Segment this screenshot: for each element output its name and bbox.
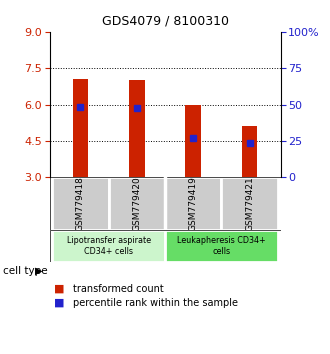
Text: Lipotransfer aspirate
CD34+ cells: Lipotransfer aspirate CD34+ cells [67,236,151,257]
Bar [129,80,145,177]
Text: GSM779419: GSM779419 [189,176,198,231]
Bar [109,177,165,230]
Text: Leukapheresis CD34+
cells: Leukapheresis CD34+ cells [177,236,266,257]
Text: ▶: ▶ [35,266,42,276]
Text: GSM779420: GSM779420 [132,176,141,231]
Bar [165,230,278,262]
Title: GDS4079 / 8100310: GDS4079 / 8100310 [102,15,228,28]
Text: percentile rank within the sample: percentile rank within the sample [73,298,238,308]
Text: GSM779421: GSM779421 [245,176,254,231]
Bar [52,230,165,262]
Bar [242,126,257,177]
Text: transformed count: transformed count [73,284,163,293]
Text: GSM779418: GSM779418 [76,176,85,231]
Text: cell type: cell type [3,266,48,276]
Bar [73,79,88,177]
Bar [165,177,221,230]
Text: ■: ■ [54,284,65,293]
Bar [52,177,109,230]
Bar [221,177,278,230]
Bar [185,104,201,177]
Text: ■: ■ [54,298,65,308]
